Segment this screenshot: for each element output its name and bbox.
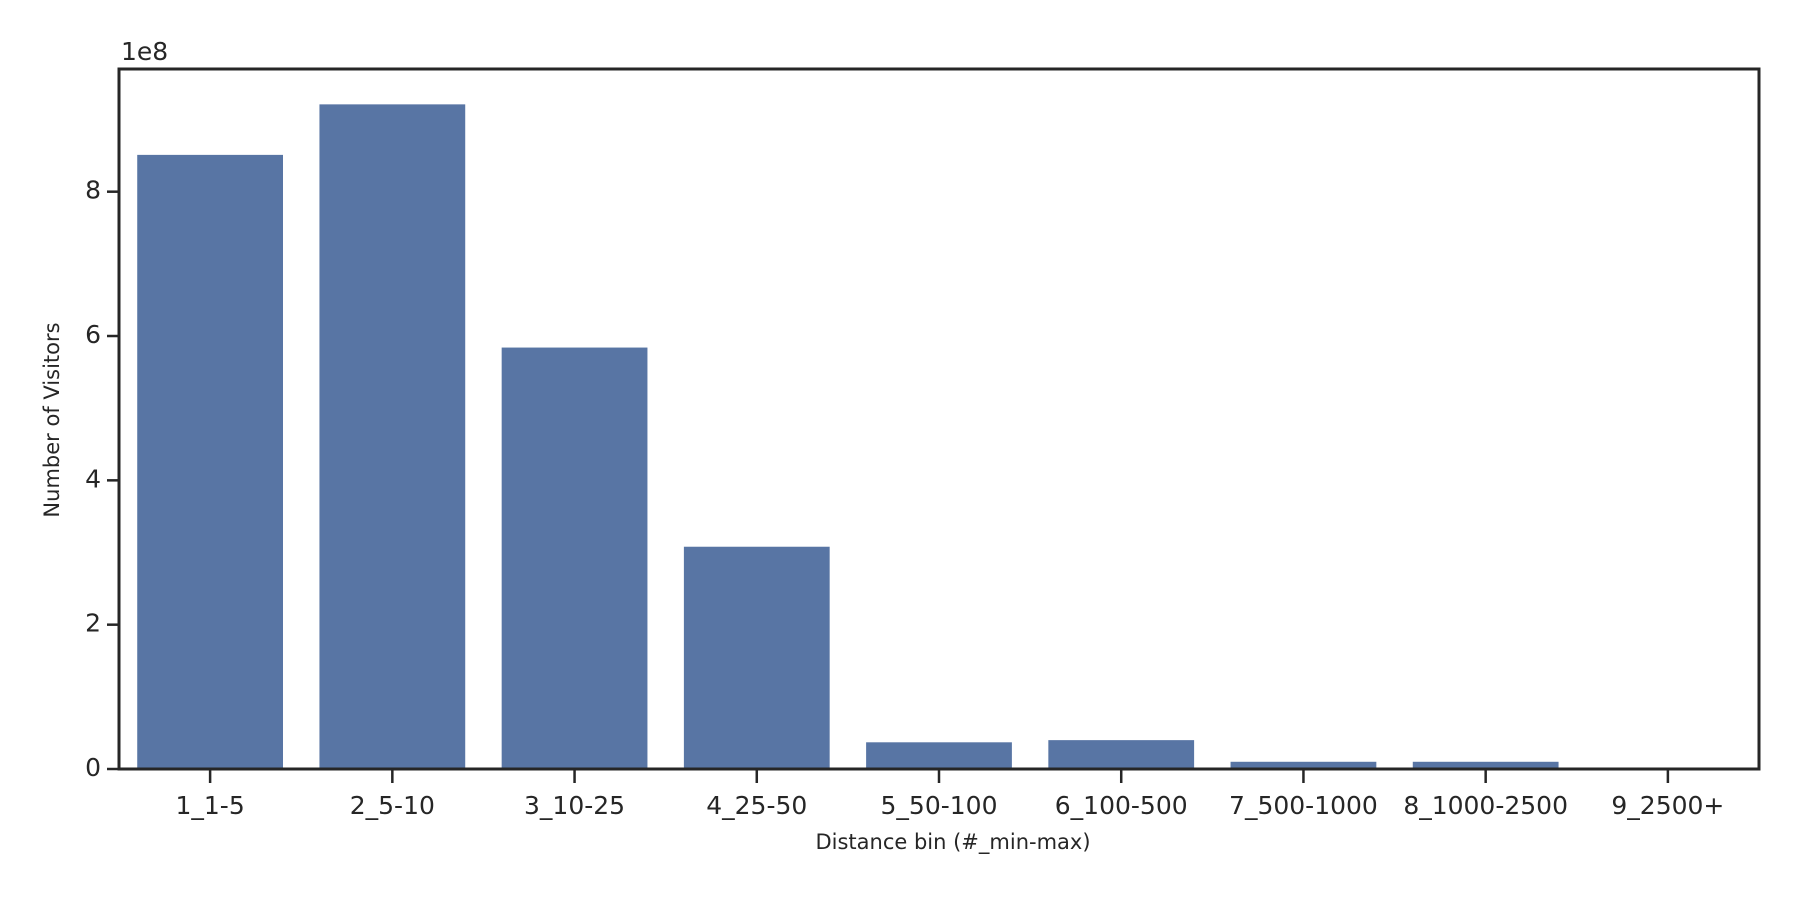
x-tick-label: 5_50-100 [881,791,998,820]
plot-frame [117,67,1761,771]
y-tick-label: 8 [85,176,101,205]
x-tick-label: 1_1-5 [175,791,244,820]
y-tick-label: 6 [85,320,101,349]
x-tick-label: 3_10-25 [524,791,625,820]
y-tick-label: 4 [85,464,101,493]
bar [137,154,283,769]
y-tick-label: 2 [85,609,101,638]
x-tick-label: 8_1000-2500 [1403,791,1568,820]
x-tick-label: 9_2500+ [1611,791,1724,820]
y-offset-label: 1e8 [121,37,168,66]
bar [319,104,466,769]
bar [1230,761,1377,769]
x-tick-label: 2_5-10 [350,791,435,820]
bar [683,546,830,769]
x-tick-label: 7_500-1000 [1229,791,1378,820]
x-axis-label: Distance bin (#_min-max) [815,830,1090,855]
x-tick-label: 4_25-50 [706,791,807,820]
bar [1048,740,1195,769]
y-axis-label: Number of Visitors [40,322,64,517]
y-tick-label: 0 [85,753,101,782]
x-tick-label: 6_100-500 [1055,791,1188,820]
bar [866,742,1012,769]
bar [1412,761,1559,769]
bar [501,347,648,769]
